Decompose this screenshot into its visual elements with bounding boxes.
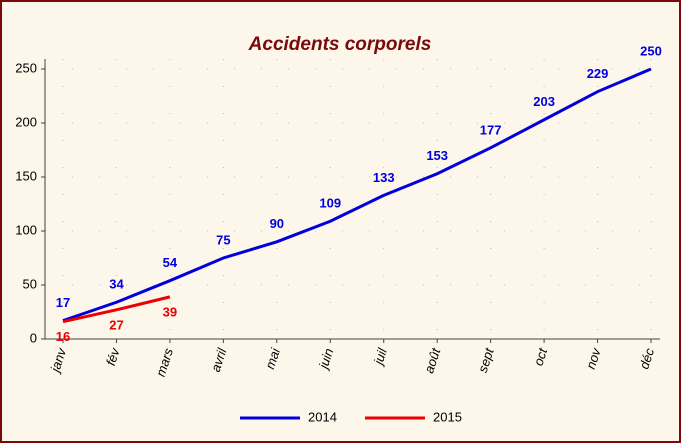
series-line	[62, 295, 171, 324]
data-label: 229	[587, 66, 609, 81]
data-label: 109	[319, 196, 341, 211]
data-label: 90	[270, 216, 284, 231]
data-label: 250	[640, 43, 662, 58]
y-tick-label: 50	[23, 276, 37, 291]
x-tick-label: juil	[370, 345, 390, 368]
data-label: 34	[109, 277, 124, 292]
data-label: 17	[56, 295, 70, 310]
x-tick-label: avril	[208, 345, 230, 373]
y-tick-label: 200	[15, 114, 37, 129]
data-label: 16	[56, 329, 70, 344]
data-label: 177	[480, 122, 502, 137]
data-label: 54	[163, 255, 178, 270]
y-tick-label: 0	[30, 330, 37, 345]
legend-label: 2015	[433, 409, 462, 424]
x-tick-label: mai	[262, 345, 283, 371]
y-tick-label: 250	[15, 60, 37, 75]
x-tick-label: fév	[103, 345, 123, 368]
data-label: 153	[426, 148, 448, 163]
data-label: 39	[163, 304, 177, 319]
legend-label: 2014	[308, 409, 337, 424]
y-tick-label: 100	[15, 222, 37, 237]
data-label: 27	[109, 317, 123, 332]
x-tick-label: oct	[531, 345, 551, 367]
data-label: 133	[373, 170, 395, 185]
x-tick-label: juin	[315, 346, 336, 372]
data-label: 203	[533, 94, 555, 109]
x-tick-label: déc	[636, 346, 657, 371]
chart-title: Accidents corporels	[248, 34, 432, 55]
x-tick-label: nov	[583, 345, 604, 371]
data-label: 75	[216, 232, 230, 247]
series-line	[62, 67, 652, 323]
y-tick-label: 150	[15, 168, 37, 183]
